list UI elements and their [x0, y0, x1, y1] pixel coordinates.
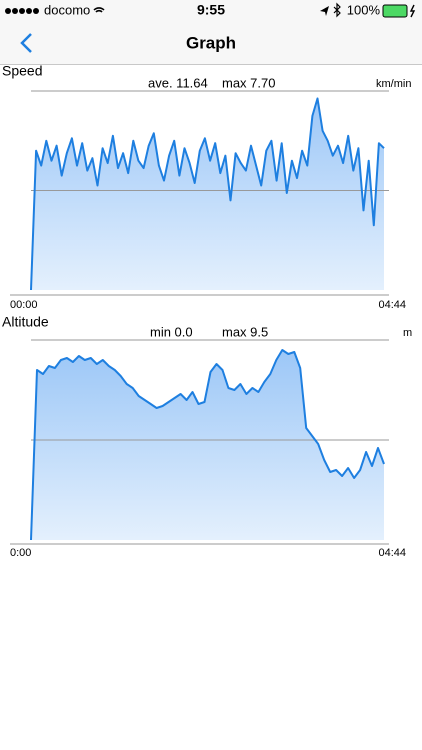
signal-dots	[5, 8, 39, 14]
wifi-icon	[93, 7, 105, 13]
x-tick-label: 04:44	[378, 547, 406, 559]
chart-title: Speed	[2, 63, 42, 79]
clock: 9:55	[197, 2, 225, 18]
nav-title: Graph	[186, 33, 236, 52]
data-line	[30, 349, 385, 541]
chart-title: Altitude	[2, 314, 49, 330]
annotation: max 7.70	[222, 75, 275, 90]
battery-icon	[382, 4, 408, 18]
data-line	[30, 97, 385, 291]
charging-icon	[409, 4, 416, 18]
area-fill	[31, 98, 384, 290]
x-tick-label: 0:00	[10, 547, 31, 559]
battery-percent: 100%	[347, 2, 381, 17]
x-tick-label: 04:44	[378, 299, 406, 311]
annotation: ave. 11.64	[148, 75, 208, 90]
bluetooth-icon	[333, 2, 341, 18]
unit-label: km/min	[376, 78, 411, 90]
unit-label: m	[403, 327, 412, 339]
annotation: max 9.5	[222, 324, 268, 339]
nav-background	[0, 0, 422, 64]
back-button[interactable]	[20, 33, 32, 53]
annotation: min 0.0	[150, 324, 193, 339]
area-fill	[31, 350, 384, 540]
x-tick-label: 00:00	[10, 299, 38, 311]
carrier: docomo	[44, 2, 90, 17]
location-icon	[320, 6, 329, 16]
